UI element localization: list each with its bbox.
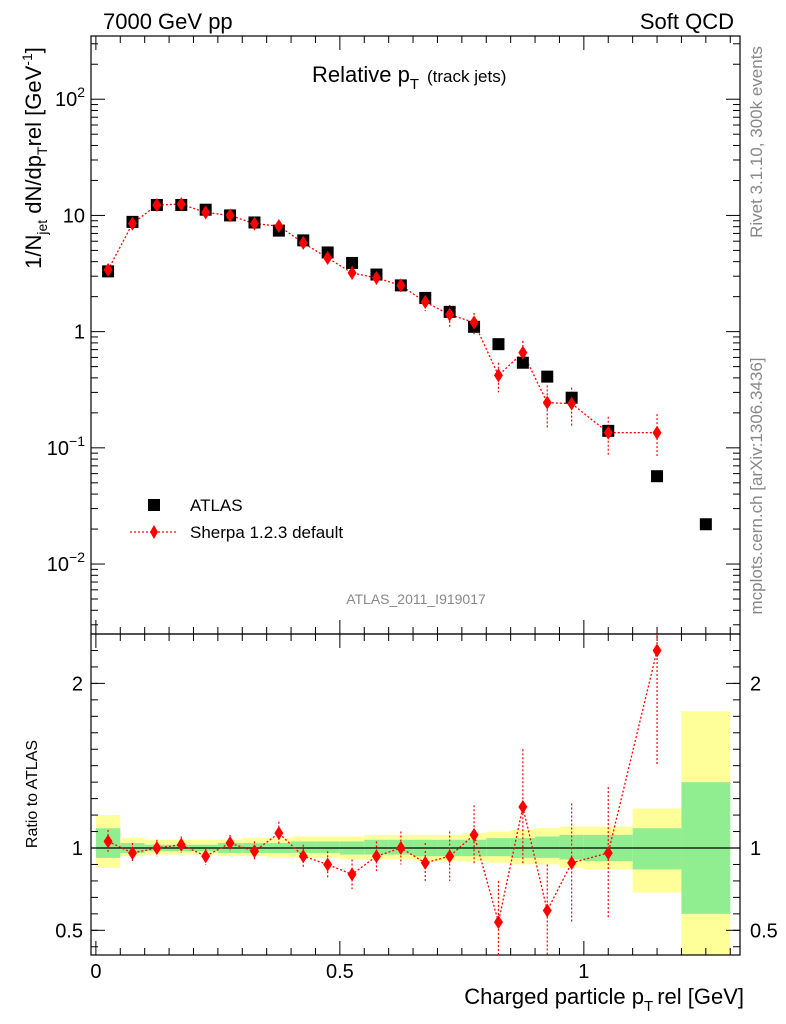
main-title: Relative pT (track jets) bbox=[312, 62, 506, 93]
sherpa-point bbox=[127, 216, 137, 231]
main-panel: 10−2 10−1 1 10 102 bbox=[47, 35, 741, 635]
legend-sherpa-label: Sherpa 1.2.3 default bbox=[190, 523, 343, 542]
inner-band bbox=[486, 838, 511, 857]
sherpa-ratio-point bbox=[249, 844, 259, 859]
sherpa-point bbox=[445, 307, 455, 322]
sherpa-ratio-point bbox=[420, 855, 430, 870]
sherpa-ratio-point bbox=[567, 855, 577, 870]
ratio-y-tick-label: 1 bbox=[72, 838, 83, 860]
sherpa-point bbox=[396, 278, 406, 293]
rivet-version-label: Rivet 3.1.10, 300k events bbox=[747, 46, 766, 238]
sherpa-ratio-point bbox=[493, 915, 503, 930]
sherpa-ratio-point bbox=[225, 836, 235, 851]
y-tick-label: 10−1 bbox=[47, 433, 85, 460]
sherpa-point bbox=[201, 205, 211, 220]
sherpa-ratio-point bbox=[176, 837, 186, 852]
sherpa-point bbox=[298, 235, 308, 250]
sherpa-point bbox=[249, 216, 259, 231]
atlas-point bbox=[492, 338, 505, 351]
inner-band bbox=[535, 836, 560, 858]
x-tick-label: 0 bbox=[90, 961, 101, 983]
sherpa-point bbox=[603, 425, 613, 440]
sherpa-point bbox=[152, 197, 162, 212]
sherpa-point bbox=[103, 262, 113, 277]
ratio-y-tick-label: 1 bbox=[750, 838, 761, 860]
sherpa-ratio-point bbox=[201, 849, 211, 864]
sherpa-point bbox=[518, 345, 528, 360]
atlas-point bbox=[541, 370, 554, 383]
sherpa-ratio-point bbox=[371, 849, 381, 864]
y-tick-label: 1 bbox=[74, 322, 85, 344]
title-subscript: T bbox=[410, 76, 419, 93]
x-tick-label: 0.5 bbox=[326, 961, 354, 983]
sherpa-ratio-point bbox=[127, 845, 137, 860]
sherpa-ratio-point bbox=[152, 841, 162, 855]
legend: ATLAS Sherpa 1.2.3 default bbox=[130, 496, 343, 542]
sherpa-ratio-point bbox=[518, 799, 528, 814]
sherpa-point bbox=[176, 197, 186, 212]
atlas-point bbox=[346, 256, 359, 269]
sherpa-point bbox=[371, 270, 381, 285]
inner-band bbox=[632, 828, 682, 870]
inner-band bbox=[315, 841, 340, 853]
ratio-y-tick-label: 2 bbox=[750, 673, 761, 695]
sherpa-point bbox=[652, 425, 662, 440]
ratio-panel: 0 0.5 1 0.5 0.5 1 1 2 2 bbox=[55, 633, 778, 983]
legend-atlas-label: ATLAS bbox=[190, 496, 243, 515]
header-left-label: 7000 GeV pp bbox=[103, 9, 233, 34]
sherpa-ratio-point bbox=[323, 857, 333, 872]
sherpa-ratio-point bbox=[652, 643, 662, 658]
inner-band bbox=[559, 834, 584, 860]
title-text: Relative p bbox=[312, 62, 410, 87]
atlas-point bbox=[516, 356, 529, 369]
legend-atlas-marker bbox=[148, 499, 160, 511]
y-tick-label: 102 bbox=[55, 84, 85, 111]
sherpa-point bbox=[323, 251, 333, 266]
ratio-y-tick-label: 0.5 bbox=[55, 920, 83, 942]
legend-sherpa-marker bbox=[150, 525, 158, 539]
sherpa-point bbox=[493, 368, 503, 383]
ratio-frame bbox=[90, 633, 741, 956]
ratio-y-tick-label: 2 bbox=[72, 673, 83, 695]
sherpa-line bbox=[107, 203, 658, 434]
sherpa-point bbox=[567, 396, 577, 411]
sherpa-ratio-point bbox=[445, 849, 455, 864]
main-y-axis-label: 1/Njet dN/dpTrel [GeV-1] bbox=[19, 47, 50, 269]
ratio-y-axis-label: Ratio to ATLAS bbox=[24, 740, 41, 848]
sherpa-ratio-point bbox=[298, 849, 308, 864]
y-tick-label: 10 bbox=[63, 205, 85, 227]
sherpa-ratio-point bbox=[603, 845, 613, 860]
inner-band bbox=[291, 841, 316, 853]
sherpa-point bbox=[347, 265, 357, 280]
title-extra: (track jets) bbox=[427, 67, 506, 86]
mcplots-label: mcplots.cern.ch [arXiv:1306.3436] bbox=[747, 357, 766, 614]
atlas-point bbox=[699, 518, 712, 531]
sherpa-point bbox=[420, 294, 430, 309]
sherpa-ratio-point bbox=[469, 827, 479, 842]
main-frame bbox=[90, 35, 741, 635]
sherpa-ratio-point bbox=[347, 867, 357, 882]
header-right-label: Soft QCD bbox=[640, 9, 734, 34]
y-tick-label: 10−2 bbox=[47, 549, 85, 576]
sherpa-ratio-point bbox=[542, 903, 552, 918]
x-axis-label: Charged particle pT rel [GeV] bbox=[464, 984, 744, 1015]
sherpa-point bbox=[274, 219, 284, 234]
ratio-y-tick-label: 0.5 bbox=[750, 920, 778, 942]
sherpa-ratio-line bbox=[107, 650, 658, 923]
sherpa-ratio-point bbox=[103, 834, 113, 849]
analysis-label: ATLAS_2011_I919017 bbox=[346, 591, 486, 607]
sherpa-ratio-point bbox=[274, 826, 284, 841]
sherpa-point bbox=[225, 208, 235, 223]
x-tick-label: 1 bbox=[578, 961, 589, 983]
sherpa-point bbox=[469, 315, 479, 330]
atlas-point bbox=[651, 470, 664, 483]
sherpa-point bbox=[542, 395, 552, 410]
sherpa-ratio-point bbox=[396, 841, 406, 855]
